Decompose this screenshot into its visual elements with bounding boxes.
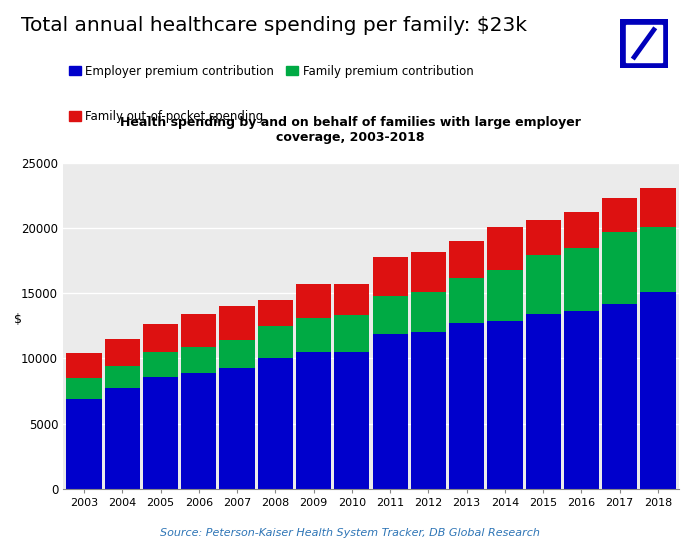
Bar xyxy=(526,314,561,489)
Polygon shape xyxy=(620,19,668,68)
Bar xyxy=(335,315,370,352)
Bar xyxy=(335,352,370,489)
Bar xyxy=(296,284,331,318)
Bar xyxy=(564,312,599,489)
Bar xyxy=(181,346,216,372)
Bar xyxy=(220,340,255,368)
Bar xyxy=(105,366,140,388)
Text: Source: Peterson-Kaiser Health System Tracker, DB Global Research: Source: Peterson-Kaiser Health System Tr… xyxy=(160,528,540,538)
Bar xyxy=(105,388,140,489)
Bar xyxy=(640,227,676,292)
Bar xyxy=(220,306,255,340)
Bar xyxy=(411,332,446,489)
Bar xyxy=(602,198,637,232)
Bar xyxy=(105,339,140,366)
Bar xyxy=(640,188,676,227)
Bar xyxy=(449,323,484,489)
Bar xyxy=(411,292,446,332)
Bar xyxy=(66,353,102,378)
Bar xyxy=(602,304,637,489)
Text: Total annual healthcare spending per family: $23k: Total annual healthcare spending per fam… xyxy=(21,16,527,35)
Bar xyxy=(296,318,331,352)
Bar xyxy=(181,372,216,489)
Bar xyxy=(181,314,216,346)
Legend: Family out-of-pocket spending: Family out-of-pocket spending xyxy=(69,110,264,123)
Bar xyxy=(143,352,178,377)
Bar xyxy=(372,333,407,489)
Y-axis label: $: $ xyxy=(15,313,22,326)
Bar xyxy=(143,377,178,489)
Bar xyxy=(372,296,407,333)
Bar xyxy=(258,300,293,326)
Bar xyxy=(220,368,255,489)
Bar xyxy=(487,270,522,320)
Text: Health spending by and on behalf of families with large employer
coverage, 2003-: Health spending by and on behalf of fami… xyxy=(120,116,580,144)
Bar xyxy=(258,326,293,358)
Bar xyxy=(526,255,561,314)
Bar xyxy=(335,284,370,315)
Bar xyxy=(143,325,178,352)
Bar xyxy=(526,220,561,255)
Bar xyxy=(602,232,637,304)
Bar xyxy=(564,248,599,312)
Bar xyxy=(487,320,522,489)
Bar xyxy=(296,352,331,489)
Bar xyxy=(66,378,102,399)
Bar xyxy=(564,212,599,248)
Bar xyxy=(411,251,446,292)
Bar xyxy=(640,292,676,489)
Bar xyxy=(449,277,484,323)
Bar xyxy=(487,227,522,270)
Bar xyxy=(372,257,407,296)
Bar xyxy=(449,241,484,277)
Polygon shape xyxy=(626,26,662,61)
Bar xyxy=(258,358,293,489)
Bar xyxy=(66,399,102,489)
